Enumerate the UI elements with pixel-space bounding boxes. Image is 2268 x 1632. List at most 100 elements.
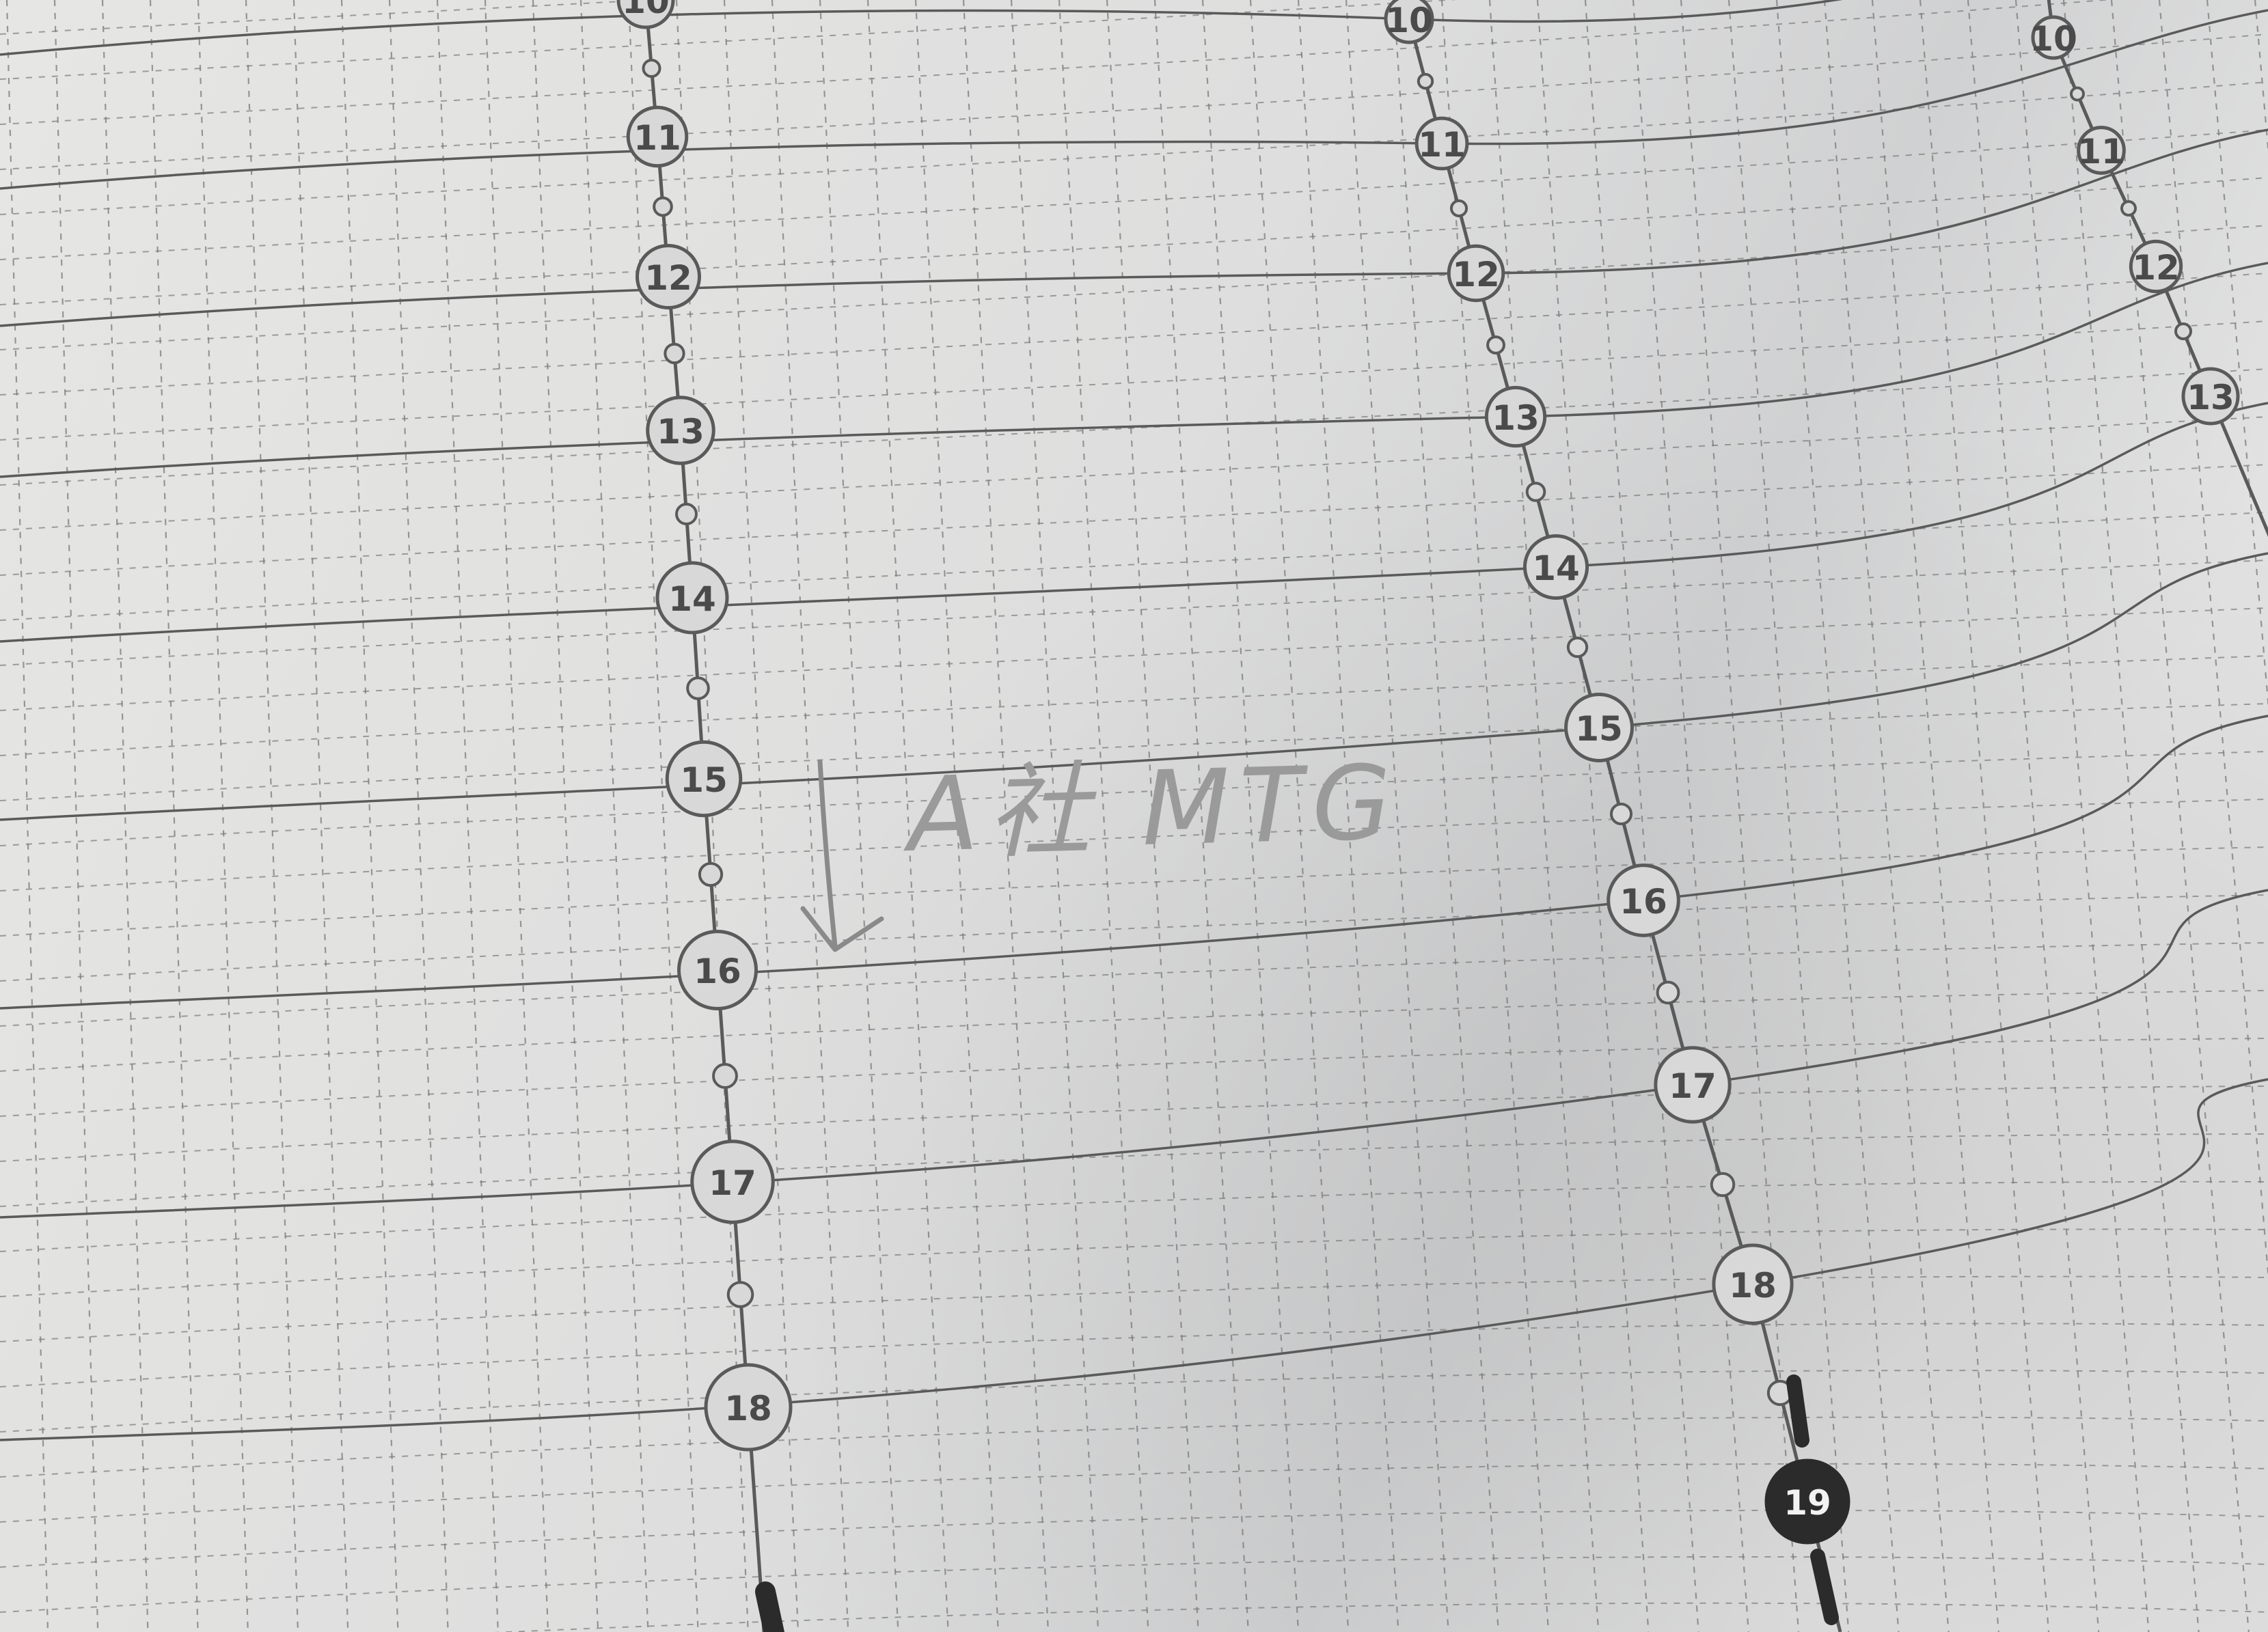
grid-horizontal-line [0, 1323, 2268, 1387]
hour-rule-line [0, 1078, 2268, 1441]
grid-vertical-line [1680, 0, 1800, 1632]
grid-horizontal-line [0, 1133, 2268, 1207]
half-hour-dot [698, 861, 724, 887]
hour-circle [636, 244, 701, 309]
grid-vertical-line [1919, 0, 2050, 1632]
hour-label: 18 [1729, 1266, 1777, 1305]
hour-rule-line [0, 9, 2268, 190]
grid-vertical-line [2062, 0, 2200, 1632]
half-hour-dot [2174, 322, 2192, 340]
hour-label: 18 [724, 1389, 772, 1428]
hour-circle [2181, 367, 2240, 426]
grid-horizontal-line [0, 1085, 2268, 1162]
grid-horizontal-line [0, 1555, 2268, 1613]
half-hour-dot [1417, 72, 1434, 90]
grid-horizontal-line [0, 416, 2268, 531]
half-hour-dot [653, 196, 673, 217]
grid-horizontal-line [0, 0, 2113, 125]
hour-label: 10 [622, 0, 670, 21]
hour-circle [1712, 1243, 1794, 1325]
grid-horizontal-line [0, 1416, 2268, 1478]
hour-circle [1415, 116, 1469, 171]
hour-label: 13 [1492, 398, 1540, 438]
grid-horizontal-line [0, 1509, 2268, 1568]
hour-label: 14 [668, 579, 716, 619]
half-hour-dot [686, 676, 710, 700]
grid-horizontal-line [0, 1463, 2268, 1523]
hour-circle [1384, 0, 1434, 44]
half-hour-dot [642, 59, 661, 78]
half-hour-dot [2120, 200, 2137, 217]
half-hour-dot [1566, 636, 1589, 659]
hour-label: 17 [709, 1163, 756, 1203]
hour-label: 12 [644, 258, 692, 298]
hour-label: 13 [2187, 378, 2235, 417]
hour-circle [2129, 239, 2183, 294]
hour-circle [616, 0, 675, 29]
grid-horizontal-line [0, 894, 2268, 982]
hour-label: 15 [1575, 709, 1623, 749]
hour-circle [1564, 693, 1634, 762]
grid-horizontal-line [0, 512, 2268, 621]
hour-circle [1764, 1458, 1850, 1545]
hour-label: 19 [1784, 1483, 1831, 1523]
grid-horizontal-line [0, 464, 2268, 576]
hour-label: 11 [1418, 125, 1466, 165]
hour-circle [626, 105, 689, 168]
grid-horizontal-line [0, 1038, 2268, 1117]
hour-label: 11 [2077, 132, 2125, 171]
handwritten-text: A社 MTG [901, 743, 1402, 875]
grid-horizontal-line [0, 1180, 2268, 1252]
half-hour-dot [1656, 980, 1680, 1005]
pencil-arrow-icon [800, 759, 884, 952]
half-hour-dot [2070, 86, 2085, 102]
hour-rule-line [0, 128, 2268, 327]
timeline-column: 10 11 12 13 [2030, 0, 2268, 537]
half-hour-dot [1486, 335, 1505, 355]
timeline-columns: 1011121314151617181011121314151617181910… [616, 0, 2268, 1632]
hour-rule-line [0, 889, 2268, 1219]
grid-horizontal-line [0, 1370, 2268, 1433]
timeline-column: 10 11 12 13 14 15 16 17 18 19 [1384, 0, 1850, 1632]
grid-horizontal-line [0, 225, 2268, 350]
hour-circle [646, 396, 715, 465]
grid-vertical-line [1967, 0, 2100, 1632]
half-hour-dot [1609, 802, 1633, 826]
hour-rule-line [0, 552, 2268, 821]
grid-horizontal-line [0, 368, 2268, 486]
grid-vertical-line [1775, 0, 1900, 1632]
grid-horizontal-line [0, 799, 2268, 891]
hour-label: 11 [633, 118, 681, 158]
hour-label: 13 [657, 412, 705, 452]
hour-circle [704, 1363, 793, 1452]
half-hour-dot [675, 503, 698, 525]
hour-circle [655, 561, 729, 635]
hour-circle [2077, 126, 2126, 175]
hour-label: 17 [1669, 1066, 1717, 1106]
half-hour-dot [1710, 1172, 1736, 1198]
half-hour-dot [712, 1063, 738, 1089]
hour-label: 16 [1620, 882, 1667, 922]
grid-horizontal-line [0, 177, 2268, 305]
grid-horizontal-line [0, 81, 2268, 215]
grid-horizontal-line [0, 751, 2268, 846]
hour-label: 16 [694, 952, 741, 991]
grid-vertical-line [1727, 0, 1850, 1632]
grid-horizontal-line [0, 1228, 2268, 1297]
grid-horizontal-line [492, 1602, 2268, 1632]
highlight-bar [1810, 1549, 1839, 1625]
grid-horizontal-line [0, 942, 2268, 1027]
grid-horizontal-line [0, 559, 2268, 666]
half-hour-dot [1449, 199, 1468, 218]
hour-rule-line [0, 0, 1843, 56]
grid-horizontal-line [0, 0, 1458, 80]
grid-horizontal-line [0, 1275, 2268, 1342]
hour-label: 10 [2030, 19, 2077, 59]
hour-rule-line [0, 715, 2268, 1010]
hour-rule-line [0, 262, 2268, 478]
hour-circle [1654, 1046, 1732, 1124]
half-hour-dot [726, 1281, 754, 1308]
